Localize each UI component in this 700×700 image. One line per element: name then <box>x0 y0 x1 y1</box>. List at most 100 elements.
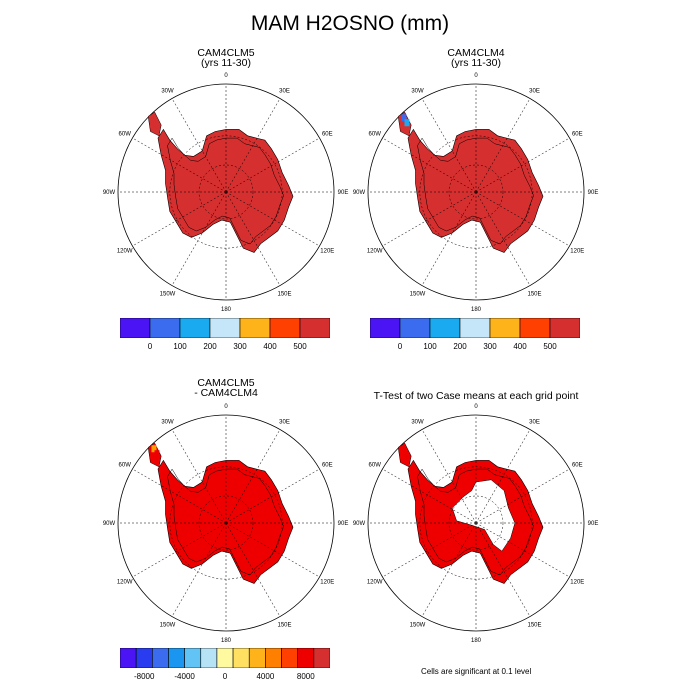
longitude-label: 60E <box>572 463 583 469</box>
meridian-line <box>171 191 227 286</box>
colorbar-swatch <box>120 318 151 338</box>
colorbar-swatch <box>281 648 298 668</box>
longitude-label: 90E <box>588 521 599 527</box>
latitude-circle <box>448 164 504 220</box>
longitude-label: 60E <box>322 463 333 469</box>
panel-title: CAM4CLM4 (yrs 11-30) <box>351 48 601 69</box>
coastline-contour <box>167 137 284 245</box>
panel-title-line2: (yrs 11-30) <box>201 57 251 69</box>
longitude-label: 120W <box>367 249 383 255</box>
longitude-label: 150W <box>410 622 426 628</box>
coastline-contour <box>417 468 534 576</box>
map-boundary-circle <box>367 414 585 632</box>
longitude-label: 60E <box>322 132 333 138</box>
colorbar-label: 500 <box>293 342 307 351</box>
meridian-line <box>132 137 227 193</box>
panel-title-line1: CAM4CLM5 <box>197 377 255 389</box>
panel-title-line2: - CAM4CLM4 <box>194 387 258 399</box>
longitude-label: 90E <box>338 190 349 196</box>
peninsula-anomaly-cell <box>151 445 157 453</box>
longitude-label: 30W <box>411 420 424 426</box>
longitude-label: 60E <box>572 132 583 138</box>
colorbar-label: 0 <box>222 672 228 681</box>
panel-title-line2: (yrs 11-30) <box>451 57 501 69</box>
colorbar-swatch <box>135 648 153 668</box>
longitude-label: 0 <box>474 404 478 410</box>
meridian-line <box>132 522 227 578</box>
map-boundary-circle <box>117 414 335 632</box>
meridian-line <box>225 522 281 617</box>
map-panel-difference: CAM4CLM5 - CAM4CLM4 0 30E 60E 90E 120E 150E 18… <box>101 376 351 646</box>
meridian-line <box>421 522 477 617</box>
colorbar-label: 0 <box>397 342 403 351</box>
colorbar-swatch <box>489 318 521 338</box>
longitude-label: 0 <box>224 404 228 410</box>
longitude-label: 90W <box>103 190 116 196</box>
colorbar-label: 0 <box>147 342 153 351</box>
meridian-line <box>225 98 281 193</box>
longitude-label: 90W <box>353 190 366 196</box>
longitude-label: 90E <box>588 190 599 196</box>
colorbar-swatch <box>209 318 241 338</box>
meridian-line <box>421 98 477 193</box>
colorbar-difference: -8000 -4000 0 4000 8000 <box>120 648 330 684</box>
non-significant-region <box>451 479 516 552</box>
meridian-line <box>132 468 227 524</box>
colorbar-swatch <box>313 648 330 668</box>
colorbar-label: 100 <box>423 342 437 351</box>
meridian-line <box>475 98 531 193</box>
colorbar-absolute: 0 100 200 300 400 500 <box>370 318 580 354</box>
meridian-line <box>225 191 281 286</box>
longitude-label: 150W <box>410 291 426 297</box>
colorbar-label: 400 <box>513 342 527 351</box>
longitude-label: 120E <box>320 249 334 255</box>
colorbar-swatch <box>549 318 580 338</box>
longitude-label: 150W <box>160 622 176 628</box>
colorbar-swatch <box>248 648 266 668</box>
significance-footnote: Cells are significant at 0.1 level <box>421 667 532 676</box>
colorbar-swatch <box>297 648 315 668</box>
polar-map: 0 30E 60E 90E 120E 150E 180 150W 120W 90W 60W 30W <box>353 73 599 313</box>
map-boundary-circle <box>367 83 585 301</box>
longitude-label: 60W <box>369 132 382 138</box>
map-boundary-circle <box>117 83 335 301</box>
coastline-contour <box>167 468 284 576</box>
longitude-label: 30W <box>161 420 174 426</box>
longitude-label: 150E <box>527 291 541 297</box>
longitude-label: 180 <box>471 307 482 313</box>
colorbar-swatch <box>265 648 282 668</box>
colorbar-label: 400 <box>263 342 277 351</box>
peninsula-anomaly-cell <box>154 450 160 458</box>
longitude-label: 150E <box>527 622 541 628</box>
colorbar-label: 300 <box>483 342 497 351</box>
meridian-line <box>421 191 477 286</box>
colorbar-label: 300 <box>233 342 247 351</box>
colorbar-swatch <box>429 318 461 338</box>
colorbar-swatch <box>459 318 491 338</box>
longitude-label: 90W <box>353 521 366 527</box>
coastline-contour <box>417 137 534 245</box>
longitude-label: 30E <box>529 420 540 426</box>
colorbar-swatches <box>120 648 330 668</box>
longitude-label: 120E <box>320 580 334 586</box>
longitude-label: 180 <box>221 307 232 313</box>
panel-title: CAM4CLM5 (yrs 11-30) <box>101 48 351 69</box>
latitude-circle <box>198 164 254 220</box>
colorbar-swatch <box>370 318 401 338</box>
map-panel-cam4clm4: CAM4CLM4 (yrs 11-30) 0 30E 60E 90E 120E 150E 1… <box>351 45 601 315</box>
longitude-label: 150E <box>277 291 291 297</box>
longitude-label: 0 <box>224 73 228 79</box>
colorbar-swatch <box>179 318 211 338</box>
colorbar-swatch <box>184 648 202 668</box>
meridian-line <box>132 191 227 247</box>
colorbar-label: 200 <box>203 342 217 351</box>
meridian-line <box>171 98 227 193</box>
colorbar-label: 200 <box>453 342 467 351</box>
longitude-label: 90E <box>338 521 349 527</box>
antarctic-peninsula <box>397 442 412 468</box>
colorbar-swatches <box>120 318 330 338</box>
colorbar-label: -8000 <box>133 672 155 681</box>
longitude-label: 180 <box>471 638 482 644</box>
colorbar-swatch <box>269 318 301 338</box>
latitude-circle <box>198 495 254 551</box>
